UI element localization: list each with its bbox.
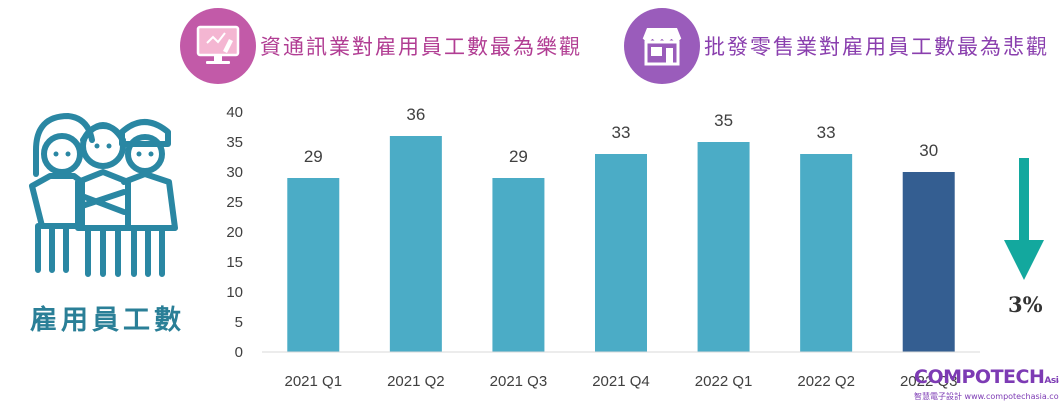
y-tick-label: 20 [226,224,243,241]
x-tick-label: 2022 Q2 [797,373,855,390]
bars: 29 36 29 33 35 33 30 [287,105,955,352]
employees-icon [29,113,178,277]
x-tick-label: 2021 Q3 [490,373,548,390]
y-axis: 0 5 10 15 20 25 30 35 40 [226,104,243,361]
y-tick-label: 0 [235,344,243,361]
legend-label-retail: 批發零售業對雇用員工數最為悲觀 [704,35,1049,59]
x-tick-label: 2021 Q4 [592,373,650,390]
computer-icon [196,25,240,64]
x-axis: 2021 Q1 2021 Q2 2021 Q3 2021 Q4 2022 Q1 2022 … [262,351,980,390]
bar [389,136,442,352]
change-percentage: 3% [1008,292,1043,317]
compotech-logo: COMPOTECHAsia 智慧電子設計 www.compotechasia.c… [914,366,1059,402]
metric-label: 雇用員工數 [30,305,185,336]
x-tick-label: 2021 Q2 [387,373,445,390]
data-label: 35 [714,111,733,130]
data-label: 29 [304,147,323,166]
y-tick-label: 25 [226,194,243,211]
bar [492,178,545,352]
data-label: 36 [406,105,425,124]
data-label: 33 [817,123,836,142]
legend-circle-retail [624,8,700,84]
y-tick-label: 5 [235,314,243,331]
bar [595,154,647,352]
data-label: 33 [612,123,631,142]
x-tick-label: 2021 Q1 [285,373,343,390]
data-label: 30 [919,141,938,160]
bar [800,154,853,352]
legend-item-retail: 批發零售業對雇用員工數最為悲觀 [624,8,1049,84]
logo-subtitle: 智慧電子設計 www.compotechasia.com [914,392,1059,401]
legend-circle-ict [180,8,256,84]
bar [697,142,750,352]
bar [287,178,340,352]
legend-label-ict: 資通訊業對雇用員工數最為樂觀 [260,35,582,59]
down-arrow-icon [1004,158,1044,280]
y-tick-label: 30 [226,164,243,181]
y-tick-label: 10 [226,284,243,301]
storefront-icon [642,28,682,66]
bar [902,172,955,352]
y-tick-label: 15 [226,254,243,271]
y-tick-label: 40 [226,104,243,121]
x-tick-label: 2022 Q1 [695,373,753,390]
data-label: 29 [509,147,528,166]
y-tick-label: 35 [226,134,243,151]
logo-wordmark: COMPOTECHAsia [914,366,1059,392]
legend-item-ict: 資通訊業對雇用員工數最為樂觀 [180,8,582,84]
logo-main: COMPOTECH [914,366,1045,388]
x-tick-label: 2022 Q3 [900,373,958,390]
logo-suffix: Asia [1044,376,1059,386]
